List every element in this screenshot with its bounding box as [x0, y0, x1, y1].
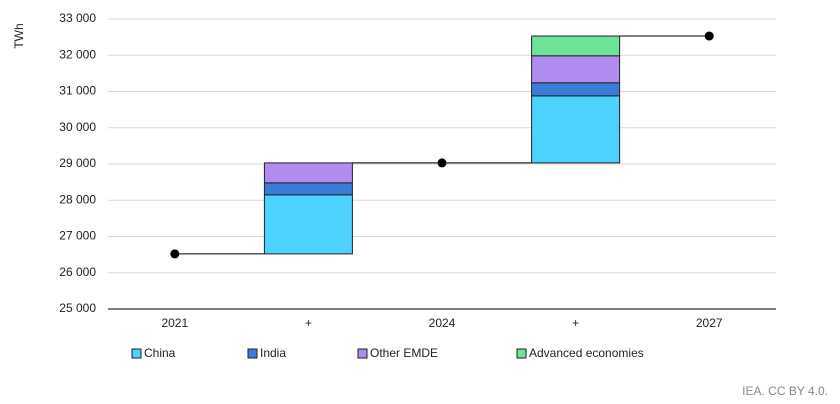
legend-label: Advanced economies: [529, 346, 644, 360]
y-tick-label: 33 000: [59, 11, 96, 25]
bar-segment: [531, 35, 621, 57]
legend-label: India: [260, 346, 286, 360]
bar-segment: [263, 182, 353, 196]
total-point: [170, 249, 180, 259]
bar-segment: [263, 194, 353, 255]
x-tick-label: 2021: [161, 316, 188, 330]
total-point: [437, 158, 447, 168]
legend-swatch: [357, 348, 368, 359]
x-tick-label: 2027: [696, 316, 723, 330]
y-axis-label: TWh: [12, 23, 26, 48]
bar-segment: [531, 82, 621, 97]
y-tick-label: 29 000: [59, 156, 96, 170]
y-tick-label: 28 000: [59, 192, 96, 206]
y-tick-label: 26 000: [59, 265, 96, 279]
legend-swatch: [247, 348, 258, 359]
y-tick-label: 30 000: [59, 120, 96, 134]
bar-segment: [263, 162, 353, 184]
total-point: [704, 31, 714, 41]
y-tick-label: 32 000: [59, 47, 96, 61]
legend-swatch: [516, 348, 527, 359]
x-tick-label: +: [305, 316, 312, 330]
legend-label: China: [144, 346, 176, 360]
x-tick-label: +: [572, 316, 579, 330]
legend-swatch: [131, 348, 142, 359]
y-tick-label: 25 000: [59, 301, 96, 315]
bar-segment: [531, 95, 621, 164]
source: IEA. CC BY 4.0.: [742, 384, 828, 398]
y-tick-label: 27 000: [59, 229, 96, 243]
x-tick-label: 2024: [429, 316, 456, 330]
bar-segment: [531, 55, 621, 84]
y-tick-label: 31 000: [59, 84, 96, 98]
legend-label: Other EMDE: [370, 346, 438, 360]
